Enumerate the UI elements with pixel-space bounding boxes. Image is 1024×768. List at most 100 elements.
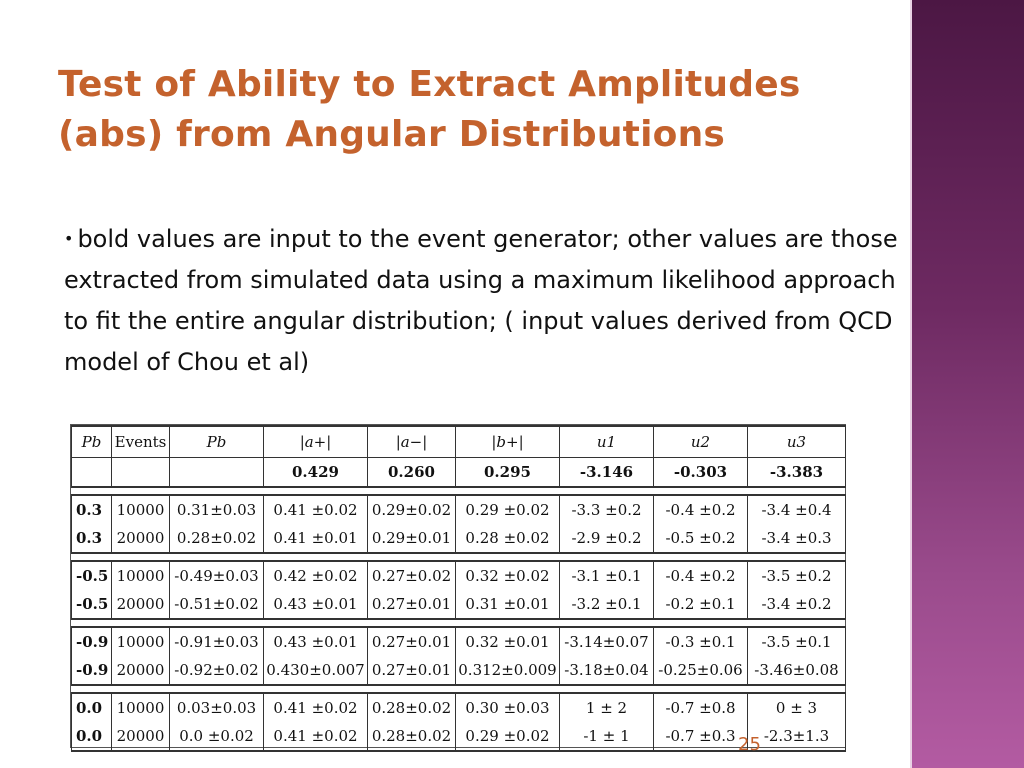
table-cell: -0.7 ±0.8 <box>653 692 748 722</box>
table-cell: -0.7 ±0.3 <box>653 722 748 752</box>
table-cell: 0.29 ±0.02 <box>455 494 560 524</box>
table-cell: 0.28±0.02 <box>367 722 456 752</box>
group-spacer-cell <box>72 619 846 627</box>
table-row: 0.3 20000 0.28±0.02 0.41 ±0.01 0.29±0.01 0.28… <box>71 524 846 554</box>
table-cell: -0.51±0.02 <box>169 590 264 620</box>
group-spacer-cell <box>72 553 846 561</box>
slide-title: Test of Ability to Extract Amplitudes (a… <box>58 60 898 160</box>
table-cell: 0.27±0.02 <box>367 560 456 590</box>
group-spacer <box>72 553 846 561</box>
input-values-row: 0.429 0.260 0.295 -3.146 -0.303 -3.383 <box>71 457 846 488</box>
table-row: -0.5 20000 -0.51±0.02 0.43 ±0.01 0.27±0.01 0.… <box>71 590 846 620</box>
table-cell: 0.42 ±0.02 <box>263 560 368 590</box>
pb-input-cell: 0.3 <box>71 494 112 524</box>
table-cell: 20000 <box>111 590 170 620</box>
bullet-body: bold values are input to the event gener… <box>64 225 898 376</box>
table-cell: 0 ± 3 <box>747 692 846 722</box>
table-cell: -3.1 ±0.1 <box>559 560 654 590</box>
input-value-cell <box>169 457 264 488</box>
table-cell: -0.2 ±0.1 <box>653 590 748 620</box>
sidebar-divider <box>910 0 912 768</box>
decorative-sidebar <box>912 0 1024 768</box>
bullet-text: • bold values are input to the event gene… <box>64 218 900 383</box>
input-value-cell <box>111 457 170 488</box>
table-cell: 0.312±0.009 <box>455 656 560 686</box>
table-header-cell: Pb <box>71 425 112 458</box>
table-cell: 20000 <box>111 722 170 752</box>
table-cell: -3.46±0.08 <box>747 656 846 686</box>
table-cell: 0.03±0.03 <box>169 692 264 722</box>
title-line-1: Test of Ability to Extract Amplitudes <box>58 64 801 105</box>
table-cell: -3.5 ±0.1 <box>747 626 846 656</box>
table-header-cell: u3 <box>747 425 846 458</box>
table-cell: -3.5 ±0.2 <box>747 560 846 590</box>
table-cell: 20000 <box>111 524 170 554</box>
table-row: 0.0 10000 0.03±0.03 0.41 ±0.02 0.28±0.02 0.30… <box>71 692 846 722</box>
group-spacer <box>72 487 846 495</box>
title-line-2: (abs) from Angular Distributions <box>58 114 726 155</box>
table-cell: 0.29 ±0.02 <box>455 722 560 752</box>
table-header-cell: u1 <box>559 425 654 458</box>
table-cell: -0.3 ±0.1 <box>653 626 748 656</box>
input-value-cell: 0.295 <box>455 457 560 488</box>
table-cell: -3.14±0.07 <box>559 626 654 656</box>
table-cell: 1 ± 2 <box>559 692 654 722</box>
table-cell: 0.0 ±0.02 <box>169 722 264 752</box>
table-row: -0.9 10000 -0.91±0.03 0.43 ±0.01 0.27±0.01 0.… <box>71 626 846 656</box>
table-cell: 0.27±0.01 <box>367 656 456 686</box>
pb-input-cell: -0.9 <box>71 626 112 656</box>
table-cell: 10000 <box>111 626 170 656</box>
table-header-cell: |a+| <box>263 425 368 458</box>
table-cell: 0.41 ±0.02 <box>263 494 368 524</box>
table-cell: -3.2 ±0.1 <box>559 590 654 620</box>
input-value-cell: 0.429 <box>263 457 368 488</box>
table-cell: 10000 <box>111 692 170 722</box>
group-spacer <box>72 685 846 693</box>
table-cell: 0.41 ±0.02 <box>263 722 368 752</box>
table-cell: -0.25±0.06 <box>653 656 748 686</box>
bullet-icon: • <box>64 229 74 248</box>
table-cell: -0.5 ±0.2 <box>653 524 748 554</box>
pb-input-cell: 0.0 <box>71 722 112 752</box>
table-cell: 0.28±0.02 <box>367 692 456 722</box>
group-spacer-cell <box>72 487 846 495</box>
table-cell: -2.3±1.3 <box>747 722 846 752</box>
table-cell: -2.9 ±0.2 <box>559 524 654 554</box>
input-value-cell: -3.383 <box>747 457 846 488</box>
table-cell: 0.28±0.02 <box>169 524 264 554</box>
table-cell: 0.41 ±0.01 <box>263 524 368 554</box>
table-cell: -0.4 ±0.2 <box>653 494 748 524</box>
table-cell: -3.4 ±0.2 <box>747 590 846 620</box>
input-value-cell: -0.303 <box>653 457 748 488</box>
table-row: -0.5 10000 -0.49±0.03 0.42 ±0.02 0.27±0.02 0.… <box>71 560 846 590</box>
table-cell: 0.31 ±0.01 <box>455 590 560 620</box>
pb-input-cell: -0.5 <box>71 590 112 620</box>
input-value-cell: -3.146 <box>559 457 654 488</box>
table-cell: -3.4 ±0.3 <box>747 524 846 554</box>
table-cell: 0.27±0.01 <box>367 590 456 620</box>
table-cell: 20000 <box>111 656 170 686</box>
table-header-cell: Pb <box>169 425 264 458</box>
table-header-row: Pb Events Pb |a+| |a−| |b+| u1 u2 u3 <box>71 425 846 458</box>
table-cell: -0.4 ±0.2 <box>653 560 748 590</box>
table-cell: -0.49±0.03 <box>169 560 264 590</box>
table-cell: 0.29±0.02 <box>367 494 456 524</box>
results-table-container: Pb Events Pb |a+| |a−| |b+| u1 u2 u3 0.429 0.260 0.… <box>70 424 846 752</box>
table-header-cell: Events <box>111 425 170 458</box>
table-cell: 0.30 ±0.03 <box>455 692 560 722</box>
table-cell: 0.31±0.03 <box>169 494 264 524</box>
table-header-cell: |a−| <box>367 425 456 458</box>
pb-input-cell: -0.5 <box>71 560 112 590</box>
table-cell: 0.32 ±0.01 <box>455 626 560 656</box>
pb-input-cell: 0.0 <box>71 692 112 722</box>
table-cell: 0.43 ±0.01 <box>263 626 368 656</box>
table-cell: 0.28 ±0.02 <box>455 524 560 554</box>
table-cell: -3.18±0.04 <box>559 656 654 686</box>
table-cell: 0.32 ±0.02 <box>455 560 560 590</box>
table-cell: 0.29±0.01 <box>367 524 456 554</box>
page-number: 25 <box>738 734 761 755</box>
pb-input-cell: 0.3 <box>71 524 112 554</box>
table-header-cell: u2 <box>653 425 748 458</box>
table-cell: 10000 <box>111 560 170 590</box>
table-cell: -0.92±0.02 <box>169 656 264 686</box>
